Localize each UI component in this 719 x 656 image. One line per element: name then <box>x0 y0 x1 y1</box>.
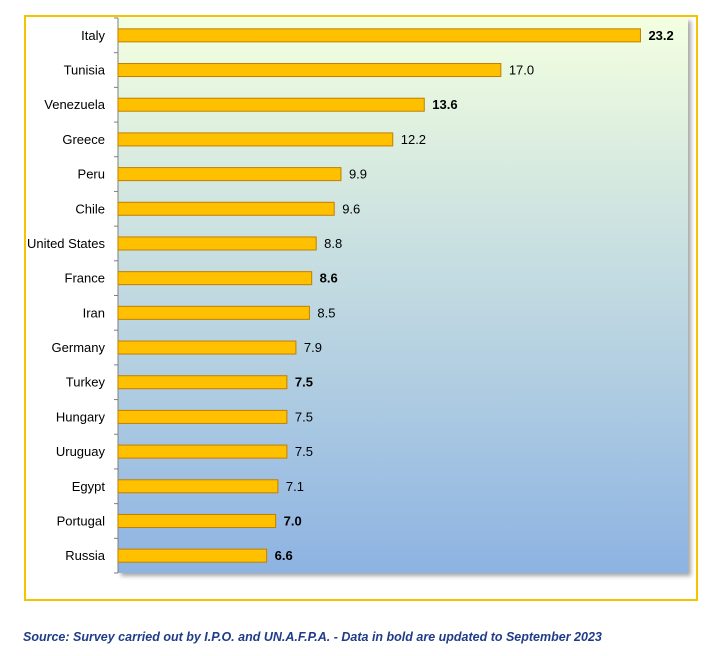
category-label-russia: Russia <box>65 548 106 563</box>
value-label-peru: 9.9 <box>349 167 367 182</box>
bar-egypt <box>117 479 279 494</box>
value-label-portugal: 7.0 <box>284 513 302 528</box>
bar-venezuela <box>117 97 425 112</box>
value-label-russia: 6.6 <box>275 548 293 563</box>
category-label-venezuela: Venezuela <box>44 97 105 112</box>
value-label-chile: 9.6 <box>342 201 360 216</box>
value-label-venezuela: 13.6 <box>432 97 457 112</box>
bar-tunisia <box>117 63 502 78</box>
bar-peru <box>117 167 342 182</box>
category-label-peru: Peru <box>78 167 105 182</box>
category-label-uruguay: Uruguay <box>56 444 106 459</box>
source-note: Source: Survey carried out by I.P.O. and… <box>23 630 602 644</box>
bar-germany <box>117 340 297 355</box>
category-label-italy: Italy <box>81 28 105 43</box>
category-label-chile: Chile <box>75 201 105 216</box>
value-label-greece: 12.2 <box>401 132 426 147</box>
category-label-hungary: Hungary <box>56 409 106 424</box>
value-label-france: 8.6 <box>320 271 338 286</box>
value-label-tunisia: 17.0 <box>509 63 534 78</box>
bar-italy <box>117 28 641 43</box>
category-label-iran: Iran <box>83 305 105 320</box>
category-label-turkey: Turkey <box>66 375 106 390</box>
bar-uruguay <box>117 444 288 459</box>
value-label-italy: 23.2 <box>648 28 673 43</box>
category-label-egypt: Egypt <box>72 479 106 494</box>
category-label-tunisia: Tunisia <box>64 63 106 78</box>
category-label-united-states: United States <box>27 236 106 251</box>
bar-turkey <box>117 375 288 390</box>
category-label-greece: Greece <box>62 132 105 147</box>
value-label-turkey: 7.5 <box>295 375 313 390</box>
bar-portugal <box>117 513 277 528</box>
value-label-iran: 8.5 <box>317 305 335 320</box>
bar-greece <box>117 132 394 147</box>
value-label-germany: 7.9 <box>304 340 322 355</box>
value-label-united-states: 8.8 <box>324 236 342 251</box>
bar-united-states <box>117 236 317 251</box>
value-label-egypt: 7.1 <box>286 479 304 494</box>
category-label-germany: Germany <box>52 340 106 355</box>
bar-france <box>117 271 313 286</box>
bar-russia <box>117 548 268 563</box>
bar-iran <box>117 305 310 320</box>
bar-hungary <box>117 409 288 424</box>
value-label-uruguay: 7.5 <box>295 444 313 459</box>
category-label-france: France <box>65 271 105 286</box>
bar-chile <box>117 201 335 216</box>
category-label-portugal: Portugal <box>57 513 106 528</box>
value-label-hungary: 7.5 <box>295 409 313 424</box>
